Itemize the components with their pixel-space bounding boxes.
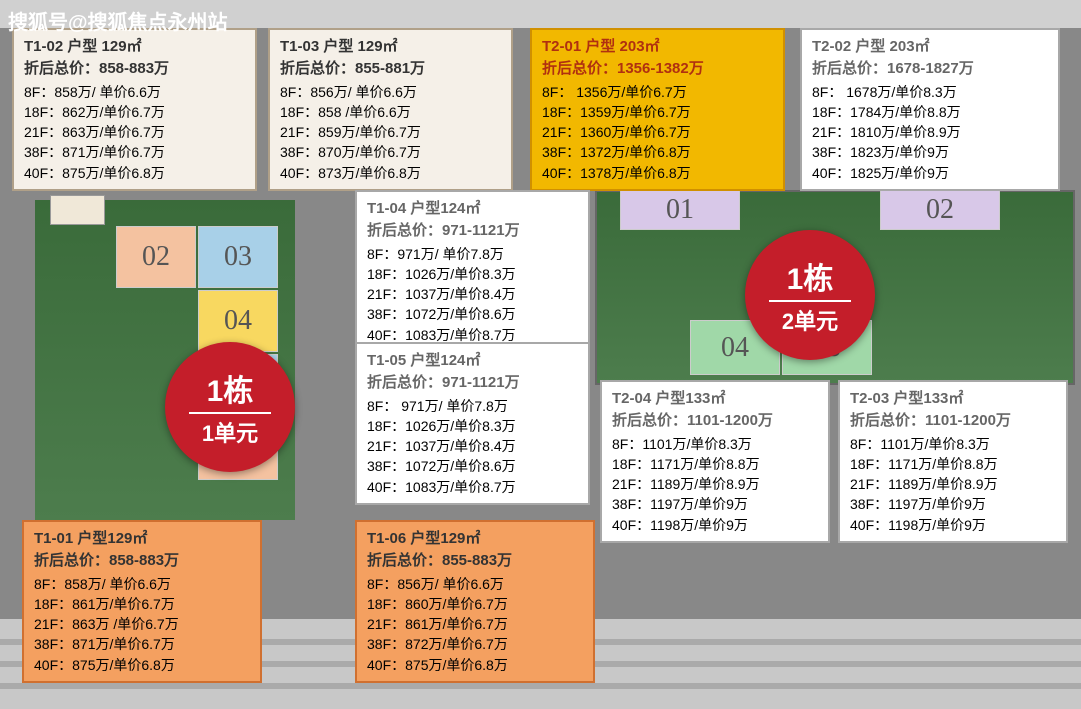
price-row: 18F：1171万/单价8.8万: [612, 454, 818, 474]
price-row: 38F：1823万/单价9万: [812, 142, 1048, 162]
price-card-t2-01: T2-01 户型 203㎡折后总价：1356-1382万8F： 1356万/单价…: [530, 28, 785, 191]
price-row: 21F：1037万/单价8.4万: [367, 436, 578, 456]
price-row: 38F：871万/单价6.7万: [34, 634, 250, 654]
card-subtitle: 折后总价：1101-1200万: [612, 410, 818, 432]
price-row: 18F：1026万/单价8.3万: [367, 264, 578, 284]
price-row: 18F：860万/单价6.7万: [367, 594, 583, 614]
price-row: 40F：1083万/单价8.7万: [367, 477, 578, 497]
price-row: 8F：1101万/单价8.3万: [850, 434, 1056, 454]
price-row: 38F：1197万/单价9万: [612, 494, 818, 514]
price-row: 18F：858 /单价6.6万: [280, 102, 501, 122]
price-row: 8F： 1356万/单价6.7万: [542, 82, 773, 102]
card-subtitle: 折后总价：858-883万: [24, 58, 245, 80]
card-title: T2-04 户型133㎡: [612, 388, 818, 410]
price-row: 8F： 1678万/单价8.3万: [812, 82, 1048, 102]
price-row: 8F：858万/ 单价6.6万: [24, 82, 245, 102]
card-subtitle: 折后总价：855-881万: [280, 58, 501, 80]
card-title: T2-01 户型 203㎡: [542, 36, 773, 58]
price-row: 40F：1198万/单价9万: [612, 515, 818, 535]
price-card-t1-01: T1-01 户型129㎡折后总价：858-883万 8F：858万/ 单价6.6…: [22, 520, 262, 683]
price-row: 18F：1026万/单价8.3万: [367, 416, 578, 436]
price-row: 21F：863万/单价6.7万: [24, 122, 245, 142]
price-row: 18F：862万/单价6.7万: [24, 102, 245, 122]
price-row: 40F：875万/单价6.8万: [34, 655, 250, 675]
price-row: 40F：1198万/单价9万: [850, 515, 1056, 535]
card-subtitle: 折后总价：1356-1382万: [542, 58, 773, 80]
watermark-text: 搜狐号@搜狐焦点永州站: [8, 6, 228, 35]
price-row: 21F：1189万/单价8.9万: [850, 474, 1056, 494]
card-subtitle: 折后总价：858-883万: [34, 550, 250, 572]
card-subtitle: 折后总价：971-1121万: [367, 372, 578, 394]
price-row: 18F：1171万/单价8.8万: [850, 454, 1056, 474]
price-card-t1-06: T1-06 户型129㎡折后总价：855-883万 8F：856万/ 单价6.6…: [355, 520, 595, 683]
card-title: T1-04 户型124㎡: [367, 198, 578, 220]
price-row: 21F：1037万/单价8.4万: [367, 284, 578, 304]
card-title: T1-06 户型129㎡: [367, 528, 583, 550]
price-card-t1-05: T1-05 户型124㎡折后总价：971-1121万 8F： 971万/ 单价7…: [355, 342, 590, 505]
price-card-t2-03: T2-03 户型133㎡折后总价：1101-1200万 8F：1101万/单价8…: [838, 380, 1068, 543]
price-row: 8F：858万/ 单价6.6万: [34, 574, 250, 594]
card-subtitle: 折后总价：971-1121万: [367, 220, 578, 242]
card-subtitle: 折后总价：855-883万: [367, 550, 583, 572]
price-row: 8F：856万/ 单价6.6万: [367, 574, 583, 594]
price-card-t2-04: T2-04 户型133㎡折后总价：1101-1200万 8F：1101万/单价8…: [600, 380, 830, 543]
card-title: T2-03 户型133㎡: [850, 388, 1056, 410]
price-row: 18F：1359万/单价6.7万: [542, 102, 773, 122]
price-row: 8F：1101万/单价8.3万: [612, 434, 818, 454]
card-subtitle: 折后总价：1678-1827万: [812, 58, 1048, 80]
price-row: 38F：1372万/单价6.8万: [542, 142, 773, 162]
price-row: 18F：1784万/单价8.8万: [812, 102, 1048, 122]
price-row: 40F：875万/单价6.8万: [367, 655, 583, 675]
price-row: 40F：1378万/单价6.8万: [542, 163, 773, 183]
price-row: 8F： 971万/ 单价7.8万: [367, 396, 578, 416]
price-row: 21F：861万/单价6.7万: [367, 614, 583, 634]
building-label: 1栋: [769, 254, 852, 302]
price-row: 40F：873万/单价6.8万: [280, 163, 501, 183]
price-row: 21F：863万 /单价6.7万: [34, 614, 250, 634]
price-row: 38F：1197万/单价9万: [850, 494, 1056, 514]
card-title: T1-02 户型 129㎡: [24, 36, 245, 58]
price-row: 40F：1825万/单价9万: [812, 163, 1048, 183]
card-subtitle: 折后总价：1101-1200万: [850, 410, 1056, 432]
price-row: 8F：856万/ 单价6.6万: [280, 82, 501, 102]
price-row: 21F：1360万/单价6.7万: [542, 122, 773, 142]
floor-cell-02: 02: [880, 190, 1000, 230]
price-row: 21F：1810万/单价8.9万: [812, 122, 1048, 142]
price-card-t1-04: T1-04 户型124㎡折后总价：971-1121万 8F：971万/ 单价7.…: [355, 190, 590, 353]
price-row: 18F：861万/单价6.7万: [34, 594, 250, 614]
price-row: 38F：870万/单价6.7万: [280, 142, 501, 162]
building-label: 1栋: [189, 366, 272, 414]
unit-label: 1单元: [202, 414, 258, 448]
price-row: 38F：1072万/单价8.6万: [367, 304, 578, 324]
building-unit-badge: 1栋2单元: [745, 230, 875, 360]
card-title: T1-05 户型124㎡: [367, 350, 578, 372]
floor-cell-03: 03: [198, 226, 278, 288]
price-row: 21F：1189万/单价8.9万: [612, 474, 818, 494]
card-title: T1-01 户型129㎡: [34, 528, 250, 550]
price-row: 38F：871万/单价6.7万: [24, 142, 245, 162]
unit-label: 2单元: [782, 302, 838, 336]
floor-cell-01: 01: [620, 190, 740, 230]
price-row: 21F：859万/单价6.7万: [280, 122, 501, 142]
card-title: T1-03 户型 129㎡: [280, 36, 501, 58]
price-row: 40F：875万/单价6.8万: [24, 163, 245, 183]
price-row: 8F：971万/ 单价7.8万: [367, 244, 578, 264]
price-card-t1-02: T1-02 户型 129㎡折后总价：858-883万 8F：858万/ 单价6.…: [12, 28, 257, 191]
price-row: 38F：1072万/单价8.6万: [367, 456, 578, 476]
price-card-t1-03: T1-03 户型 129㎡折后总价：855-881万8F：856万/ 单价6.6…: [268, 28, 513, 191]
card-title: T2-02 户型 203㎡: [812, 36, 1048, 58]
price-card-t2-02: T2-02 户型 203㎡折后总价：1678-1827万8F： 1678万/单价…: [800, 28, 1060, 191]
floor-cell-02: 02: [116, 226, 196, 288]
building-unit-badge: 1栋1单元: [165, 342, 295, 472]
price-row: 38F：872万/单价6.7万: [367, 634, 583, 654]
